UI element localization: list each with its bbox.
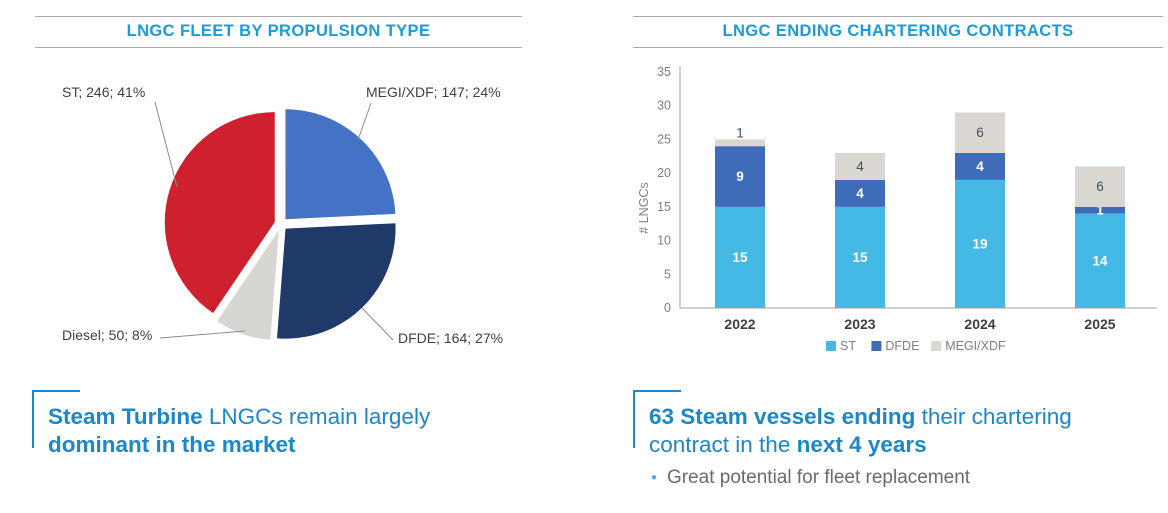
x-category-label-2024: 2024: [964, 316, 995, 332]
y-tick-label: 25: [657, 132, 671, 146]
bar-value-label: 1: [1096, 203, 1104, 218]
legend-swatch-dfde: [871, 341, 882, 351]
bullet-dot-icon: [651, 468, 657, 487]
bar-value-label: 1: [736, 125, 744, 140]
bar-value-label: 14: [1092, 253, 1108, 268]
right-panel-title: LNGC ENDING CHARTERING CONTRACTS: [633, 16, 1163, 48]
y-tick-label: 10: [657, 234, 671, 248]
y-axis-title: # LNGCs: [637, 182, 651, 233]
left-caption-bold-2: dominant in the market: [48, 432, 296, 458]
y-tick-label: 35: [657, 65, 671, 79]
y-tick-label: 5: [664, 267, 671, 281]
y-tick-label: 20: [657, 166, 671, 180]
left-panel-title: LNGC FLEET BY PROPULSION TYPE: [35, 16, 522, 48]
right-caption-bold-2: next 4 years: [796, 432, 927, 458]
bar-segment-st-2023: [835, 206, 885, 308]
legend-swatch-megi-xdf: [931, 341, 942, 351]
pie-slice-dfde: [276, 223, 396, 339]
bar-segment-dfde-2025: [1075, 206, 1125, 214]
legend-label-dfde: DFDE: [885, 339, 919, 353]
pie-label-diesel: Diesel; 50; 8%: [62, 327, 152, 343]
bar-value-label: 19: [972, 236, 987, 251]
right-caption-normal-2: contract in the: [649, 432, 797, 458]
pie-leader-line: [154, 101, 178, 188]
legend-label-megi-xdf: MEGI/XDF: [945, 339, 1006, 353]
bar-segment-megi-xdf-2024: [955, 112, 1005, 153]
bar-segment-megi-xdf-2025: [1075, 166, 1125, 207]
x-category-label-2022: 2022: [724, 316, 755, 332]
pie-chart: MEGI/XDF; 147; 24% DFDE; 164; 27% Diesel; …: [62, 84, 503, 346]
pie-leader-line: [159, 330, 246, 339]
right-caption-text: 63 Steam vessels ending their chartering…: [633, 390, 1161, 460]
bar-value-label: 15: [732, 250, 748, 265]
bar-value-label: 6: [976, 125, 984, 140]
y-tick-label: 0: [664, 301, 671, 315]
bar-value-label: 9: [736, 169, 744, 184]
right-caption-bracket: [633, 390, 681, 448]
left-caption-normal-1: LNGCs remain largely: [202, 404, 431, 429]
bar-segment-dfde-2024: [955, 152, 1005, 180]
bar-value-label: 15: [852, 250, 868, 265]
left-caption-bracket: [32, 390, 80, 448]
legend-label-st: ST: [840, 339, 856, 353]
bar-segment-st-2025: [1075, 213, 1125, 308]
pie-label-st: ST; 246; 41%: [62, 84, 145, 100]
legend-swatch-st: [826, 341, 836, 351]
pie-slice-megi-xdf: [285, 109, 396, 220]
y-tick-label: 30: [657, 99, 671, 113]
bar-segment-megi-xdf-2022: [715, 139, 765, 147]
y-tick-label: 15: [657, 200, 671, 214]
pie-label-megi-xdf: MEGI/XDF; 147; 24%: [366, 84, 501, 100]
bullet-text: Great potential for fleet replacement: [666, 466, 971, 488]
bar-segment-st-2024: [955, 179, 1005, 308]
pie-slice-st: [164, 112, 275, 314]
left-caption-bold-1: Steam Turbine: [48, 404, 203, 429]
bar-value-label: 4: [856, 186, 864, 201]
bar-segment-megi-xdf-2023: [835, 152, 885, 180]
pie-slice-diesel: [217, 230, 279, 340]
x-category-label-2025: 2025: [1084, 316, 1115, 332]
left-caption: Steam Turbine LNGCs remain largely domina…: [32, 390, 514, 460]
left-caption-text: Steam Turbine LNGCs remain largely domina…: [32, 390, 514, 460]
bar-value-label: 6: [1096, 179, 1104, 194]
bar-segment-dfde-2023: [835, 179, 885, 207]
bar-segment-st-2022: [715, 206, 765, 308]
right-caption-normal-1: their chartering: [915, 404, 1072, 429]
right-caption: 63 Steam vessels ending their chartering…: [633, 390, 1161, 489]
x-category-label-2023: 2023: [844, 316, 875, 332]
pie-leader-line: [357, 102, 372, 141]
pie-leader-line: [361, 307, 394, 341]
pie-label-dfde: DFDE; 164; 27%: [398, 330, 503, 346]
bar-value-label: 4: [856, 159, 864, 174]
bar-segment-dfde-2022: [715, 146, 765, 207]
right-caption-bold-1: 63 Steam vessels ending: [649, 404, 916, 429]
bar-value-label: 4: [976, 159, 984, 174]
bullet-item: Great potential for fleet replacement: [651, 467, 1161, 489]
